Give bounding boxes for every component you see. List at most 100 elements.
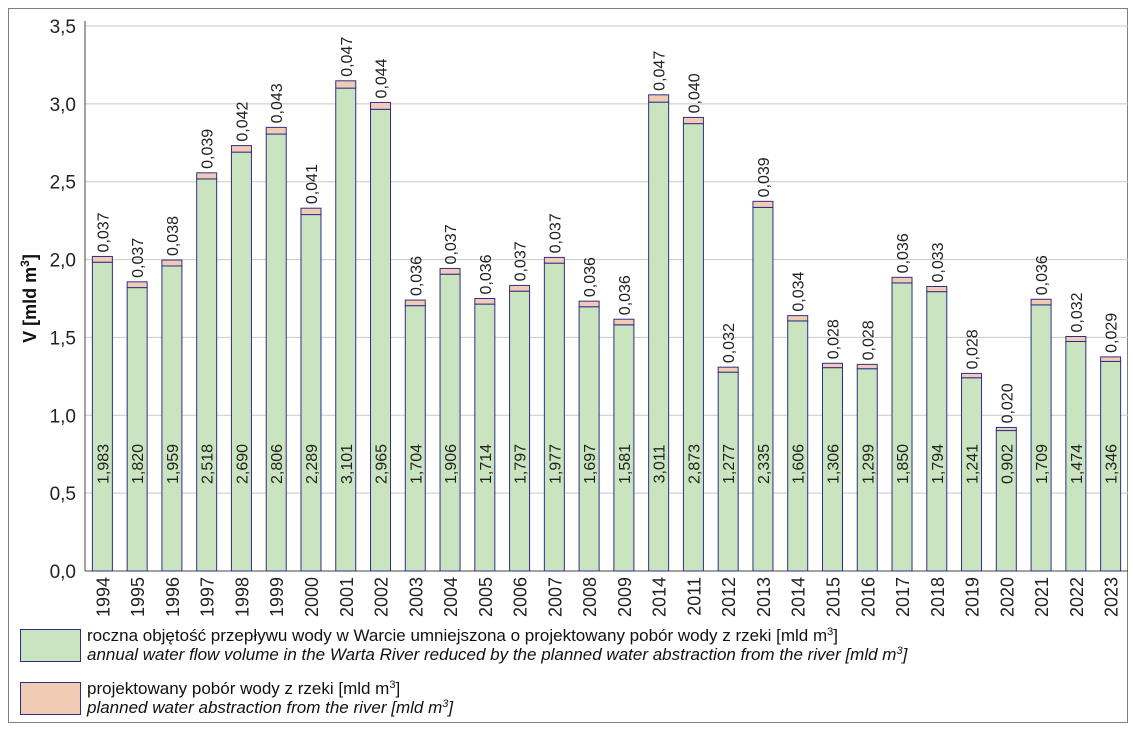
bar-abstraction (787, 315, 809, 322)
bar-flow-label: 1,474 (1069, 444, 1086, 484)
y-tick-label: 3,0 (50, 95, 76, 116)
x-tick-label: 2011 (684, 577, 704, 616)
bar-abstraction (821, 362, 843, 369)
bar-abstraction-label: 0,047 (652, 51, 669, 91)
stacked-bar-chart: 0,0 0,5 1,0 1,5 2,0 2,5 3,0 3,5 V [mld m3] 1,983 0… (18, 17, 1128, 617)
bar-abstraction (648, 94, 670, 103)
bar-abstraction (300, 207, 322, 216)
bar-abstraction-label: 0,040 (686, 73, 703, 113)
bar-abstraction-label: 0,034 (791, 271, 808, 311)
bar-abstraction-label: 0,032 (721, 323, 738, 363)
x-tick-label: 2001 (337, 577, 357, 617)
bar-flow (300, 214, 322, 572)
bar-flow-label: 1,709 (1034, 444, 1051, 484)
x-tick-label: 2018 (928, 577, 948, 617)
bar-flow-label: 1,299 (860, 444, 877, 484)
bar-abstraction-label: 0,037 (130, 238, 147, 278)
bar-flow (91, 261, 113, 572)
legend-text-flow: roczna objętość przepływu wody w Warcie … (87, 626, 907, 664)
x-tick-label: 2006 (511, 577, 531, 617)
bar-flow (648, 101, 670, 572)
y-tick-label: 3,5 (50, 17, 76, 38)
bar-flow-label: 1,346 (1104, 444, 1121, 484)
x-tick-label: 2004 (441, 577, 461, 617)
bar-flow (439, 273, 461, 572)
bar-abstraction-label: 0,037 (443, 224, 460, 264)
x-tick-label: 2019 (963, 577, 983, 617)
bar-abstraction (91, 255, 113, 263)
x-tick-label: 1995 (128, 577, 148, 617)
bar-abstraction-label: 0,020 (999, 383, 1016, 423)
bar-flow (126, 287, 148, 572)
x-tick-label: 2008 (580, 577, 600, 617)
x-tick-label: 2023 (1102, 577, 1122, 617)
x-tick-label: 2002 (372, 577, 392, 617)
legend-abstraction-pl: projektowany pobór wody z rzeki [mld m3] (87, 679, 401, 698)
x-tick-label: 1996 (163, 577, 183, 617)
bar-flow (891, 282, 913, 572)
y-tick-label: 1,5 (50, 328, 76, 349)
bar-abstraction-label: 0,042 (234, 101, 251, 141)
bar-abstraction (995, 426, 1017, 432)
bar-abstraction-label: 0,044 (374, 58, 391, 98)
x-tick-label: 2014 (789, 577, 809, 617)
bar-flow (543, 262, 565, 572)
y-axis-label: V [mld m3] (18, 254, 40, 343)
bar-flow-label: 2,806 (269, 444, 286, 484)
x-tick-label: 1999 (267, 577, 287, 617)
x-tick-label: 2016 (858, 577, 878, 617)
legend-swatch-flow (20, 629, 81, 662)
bar-abstraction (856, 363, 878, 370)
bar-flow (335, 87, 357, 572)
bar-flow-label: 1,983 (95, 444, 112, 484)
y-tick-label: 0,5 (50, 484, 76, 505)
bar-flow-label: 0,902 (999, 444, 1016, 484)
legend-flow-en: annual water flow volume in the Warta Ri… (87, 645, 908, 664)
bar-abstraction (265, 126, 287, 135)
bar-abstraction-label: 0,039 (756, 157, 773, 197)
x-tick-label: 2017 (893, 577, 913, 617)
bar-abstraction (404, 299, 426, 307)
bar-abstraction (926, 286, 948, 293)
bar-abstraction (1030, 298, 1052, 306)
bar-flow-label: 2,289 (304, 444, 321, 484)
bar-flow-label: 1,306 (825, 444, 842, 484)
x-tick-label: 2013 (754, 577, 774, 617)
bar-flow-label: 1,704 (408, 444, 425, 484)
bar-flow (682, 123, 704, 572)
bar-abstraction-label: 0,028 (965, 329, 982, 369)
bar-flow-label: 1,714 (478, 444, 495, 484)
bar-flow-label: 1,906 (443, 444, 460, 484)
bar-flow (474, 303, 496, 572)
bar-abstraction-label: 0,028 (825, 319, 842, 359)
bar-abstraction (613, 318, 635, 326)
bar-abstraction-label: 0,036 (408, 256, 425, 296)
bar-abstraction (752, 200, 774, 208)
y-tick-label: 2,5 (50, 173, 76, 194)
x-tick-label: 2000 (302, 577, 322, 617)
x-tick-label: 1994 (93, 577, 113, 617)
bar-abstraction (230, 145, 252, 153)
bar-abstraction (578, 300, 600, 308)
bar-flow (161, 265, 183, 572)
x-tick-label: 1998 (232, 577, 252, 617)
x-tick-label: 2014 (650, 577, 670, 617)
x-tick-label: 2012 (719, 577, 739, 617)
bar-abstraction-label: 0,028 (860, 320, 877, 360)
x-tick-label: 2007 (545, 577, 565, 617)
bar-abstraction (161, 259, 183, 267)
bar-flow (404, 305, 426, 572)
bar-abstraction-label: 0,037 (95, 212, 112, 252)
bar-flow (926, 291, 948, 572)
bar-flow-label: 1,697 (582, 444, 599, 484)
x-tick-label: 2020 (997, 577, 1017, 617)
bar-flow-label: 1,959 (165, 444, 182, 484)
x-tick-label: 2009 (615, 577, 635, 617)
bar-abstraction-label: 0,039 (200, 129, 217, 169)
y-tick-label: 0,0 (50, 562, 76, 583)
bar-abstraction (126, 281, 148, 289)
bar-abstraction (1065, 335, 1087, 342)
bar-flow-label: 2,335 (756, 444, 773, 484)
bar-abstraction (509, 284, 531, 292)
bar-flow-label: 2,518 (200, 444, 217, 484)
